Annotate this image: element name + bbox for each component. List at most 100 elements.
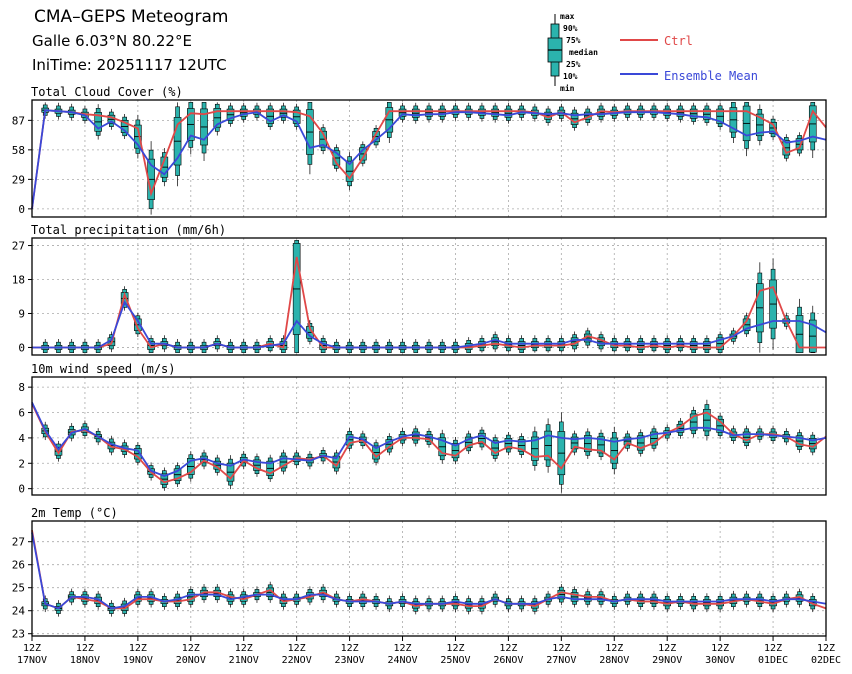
y-tick-label: 23: [12, 628, 25, 641]
ensemble-box: [266, 454, 275, 482]
ensemble-box: [200, 102, 208, 162]
ensemble-box: [279, 102, 288, 124]
ensemble-box: [187, 339, 195, 353]
ensemble-box: [716, 102, 724, 130]
legend-ctrl-label: Ctrl: [664, 34, 693, 48]
ensemble-box: [769, 258, 777, 350]
ensemble-box: [610, 426, 619, 475]
x-tick-date: 30NOV: [705, 655, 735, 666]
ensemble-box: [266, 102, 275, 130]
panel-frame: [31, 99, 827, 218]
x-tick-date: 26NOV: [493, 655, 523, 666]
panel-0: Total Cloud Cover (%) 0 29 58 87: [12, 85, 827, 218]
ensemble-box: [703, 102, 711, 126]
ensemble-box: [398, 102, 407, 123]
ensemble-box: [676, 102, 685, 123]
legend-p90-label: 90%: [563, 24, 578, 33]
ensemble-box: [689, 335, 698, 353]
y-tick-label: 58: [12, 144, 25, 157]
ensemble-box: [226, 339, 235, 353]
ensemble-box: [187, 451, 195, 482]
panel-2: 10m wind speed (m/s) 0 2 4 6 8: [18, 362, 827, 496]
ensemble-box: [491, 331, 499, 353]
ensemble-box: [729, 102, 738, 144]
ensemble-box: [531, 426, 539, 471]
ensemble-box: [650, 335, 658, 353]
mean-series-line: [32, 300, 827, 349]
ensemble-box: [226, 455, 235, 490]
y-tick-label: 0: [18, 341, 25, 354]
ctrl-series-line: [31, 403, 827, 484]
x-tick-hour: 12Z: [341, 643, 359, 654]
ensemble-box: [464, 430, 473, 455]
ensemble-box: [41, 339, 50, 353]
ensemble-box: [411, 425, 420, 447]
y-tick-label: 9: [18, 307, 25, 320]
panel-frame: [31, 520, 827, 637]
y-tick-label: 87: [12, 114, 25, 127]
ensemble-box: [451, 339, 460, 353]
ensemble-box: [795, 132, 804, 157]
ensemble-box: [756, 262, 764, 353]
panel-title: Total precipitation (mm/6h): [31, 223, 226, 237]
ensemble-box: [716, 331, 724, 353]
panel-frame: [31, 376, 827, 496]
x-tick-hour: 12Z: [817, 643, 835, 654]
ensemble-box: [306, 102, 314, 175]
ensemble-box: [425, 102, 433, 123]
chart-title: CMA–GEPS Meteogram: [34, 7, 228, 27]
ensemble-box: [213, 102, 222, 136]
ensemble-box: [570, 106, 579, 131]
x-tick-hour: 12Z: [605, 643, 623, 654]
y-tick-label: 24: [12, 605, 26, 618]
ensemble-box: [239, 102, 248, 123]
mean-series-line: [31, 402, 827, 477]
ensemble-box: [173, 102, 182, 187]
ensemble-box: [808, 431, 817, 456]
x-tick-date: 17NOV: [17, 655, 47, 666]
x-tick-hour: 12Z: [446, 643, 464, 654]
ensemble-box: [716, 412, 724, 439]
x-tick-date: 28NOV: [599, 655, 629, 666]
ensemble-box: [385, 339, 394, 353]
x-tick-date: 23NOV: [335, 655, 365, 666]
x-tick-date: 20NOV: [176, 655, 206, 666]
x-tick-date: 02DEC: [811, 655, 841, 666]
ensemble-box: [689, 102, 698, 125]
ensemble-box: [332, 339, 341, 353]
ensemble-box: [676, 417, 685, 439]
x-axis-ticks: 12Z17NOV12Z18NOV12Z19NOV12Z20NOV12Z21NOV…: [17, 636, 841, 666]
ctrl-series-line: [31, 109, 827, 210]
ensemble-box: [253, 453, 261, 477]
panel-title: 10m wind speed (m/s): [31, 362, 176, 376]
y-tick-label: 8: [18, 381, 25, 394]
ensemble-box: [742, 425, 751, 449]
legend-p75-label: 75%: [566, 36, 581, 45]
legend-max-label: max: [560, 12, 575, 21]
ensemble-box: [173, 339, 182, 353]
x-tick-date: 22NOV: [282, 655, 312, 666]
ensemble-box: [544, 418, 552, 473]
legend-min-label: min: [560, 83, 575, 93]
ensemble-box: [398, 339, 407, 353]
x-tick-date: 21NOV: [229, 655, 259, 666]
ensemble-box: [292, 103, 301, 130]
ensemble-box: [81, 339, 89, 353]
ensemble-box: [372, 339, 380, 353]
panel-3: 2m Temp (°C) 23 24 25 26 27: [12, 506, 827, 641]
x-tick-hour: 12Z: [764, 643, 782, 654]
ensemble-box: [756, 104, 764, 146]
x-tick-hour: 12Z: [129, 643, 147, 654]
y-tick-label: 29: [12, 173, 25, 186]
ensemble-box: [570, 586, 579, 608]
ensemble-box: [597, 429, 605, 461]
ensemble-box: [411, 339, 420, 353]
y-tick-label: 4: [18, 432, 25, 445]
legend-median-label: median: [569, 47, 598, 57]
ensemble-box: [504, 431, 513, 456]
ensemble-box: [557, 412, 566, 493]
ensemble-box: [239, 339, 248, 353]
y-tick-label: 0: [18, 203, 25, 216]
ensemble-box: [478, 426, 486, 451]
